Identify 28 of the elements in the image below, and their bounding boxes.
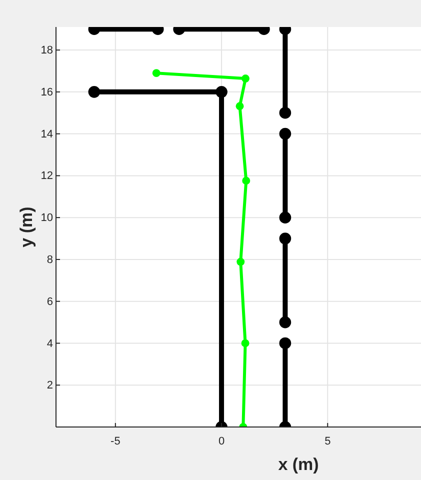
y-tick-label: 8 <box>46 254 53 266</box>
y-tick-label: 4 <box>46 338 53 350</box>
y-tick-label: 14 <box>40 128 53 140</box>
point <box>152 69 160 78</box>
x-axis-title: x (m) <box>278 455 319 474</box>
point <box>279 212 292 224</box>
x-tick-label: 0 <box>218 435 225 448</box>
y-tick-label: 2 <box>46 380 53 392</box>
point <box>236 258 245 266</box>
x-tick-label: -5 <box>110 435 120 448</box>
point <box>236 102 244 110</box>
point <box>216 86 228 98</box>
y-tick-label: 16 <box>40 86 53 98</box>
y-axis-title: y (m) <box>17 206 36 248</box>
point <box>279 316 292 328</box>
point <box>279 232 292 244</box>
point <box>279 337 292 350</box>
y-tick-label: 12 <box>40 170 53 182</box>
point <box>242 74 250 82</box>
point <box>279 128 292 140</box>
y-tick-label: 6 <box>46 296 53 308</box>
x-tick-label: 5 <box>324 435 331 448</box>
y-tick-label: 18 <box>40 44 53 57</box>
point <box>88 86 100 98</box>
point <box>279 106 292 119</box>
point <box>242 176 250 185</box>
point <box>241 339 250 348</box>
y-tick-label: 10 <box>40 212 53 224</box>
